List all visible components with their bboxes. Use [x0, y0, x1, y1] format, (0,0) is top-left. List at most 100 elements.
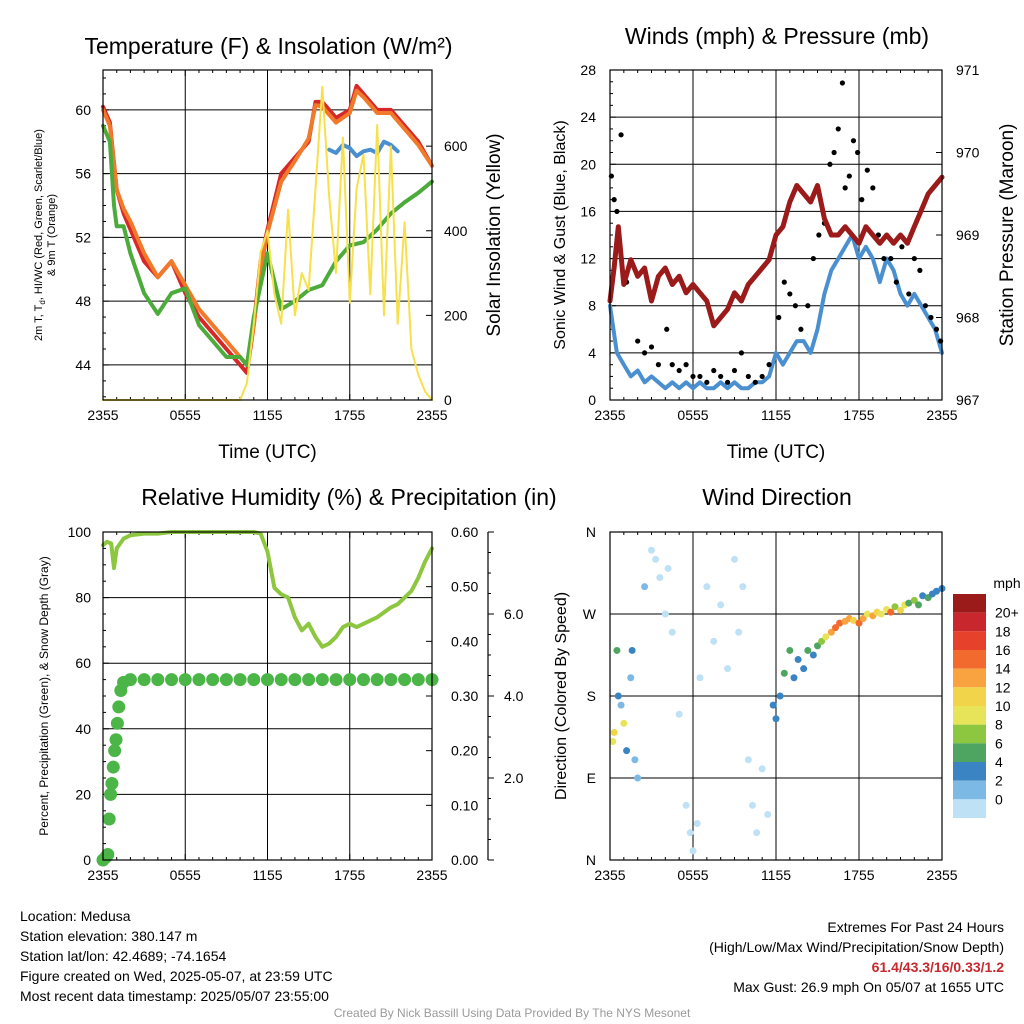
winds-chart-title: Winds (mph) & Pressure (mb) [625, 23, 929, 49]
y-tick-label: 24 [580, 109, 596, 125]
y2-axis-label: Solar Insolation (Yellow) [484, 133, 505, 336]
direction-point [814, 642, 821, 650]
colorbar-label: 20+ [995, 605, 1019, 621]
gust-point [922, 303, 929, 309]
y2-tick-label: 971 [956, 62, 980, 78]
y-tick-label: 0 [83, 852, 91, 868]
station-info: Location: Medusa Station elevation: 380.… [20, 906, 333, 1006]
precip-point [178, 673, 192, 687]
winds-series-line [608, 233, 944, 391]
direction-point [905, 599, 913, 607]
direction-point [682, 801, 690, 809]
precip-point [192, 673, 206, 687]
precip-point [104, 787, 118, 801]
y2-tick-label: 0 [444, 392, 452, 408]
gust-point [888, 255, 894, 262]
y-tick-label: 28 [580, 62, 596, 78]
precip-point [398, 673, 412, 687]
direction-point [758, 765, 766, 773]
direction-point [641, 583, 649, 591]
y2-tick-label: 969 [956, 227, 980, 243]
direction-point [897, 606, 904, 614]
direction-point [818, 637, 826, 645]
temperature-series-line [101, 123, 434, 367]
x-tick-label: 0555 [677, 407, 708, 423]
direction-point [753, 829, 761, 837]
direction-point [634, 774, 642, 782]
colorbar-swatch [953, 743, 986, 762]
x-tick-label: 1155 [761, 867, 791, 883]
y3-tick-label: 2.0 [504, 770, 524, 786]
gust-point [614, 208, 620, 215]
x-tick-label: 1155 [252, 407, 282, 423]
y2-axis-label: Station Pressure (Maroon) [997, 124, 1018, 347]
colorbar-label: 6 [995, 735, 1003, 751]
direction-point [859, 615, 867, 623]
x-tick-label: 2355 [926, 867, 957, 883]
credit-line: Created By Nick Bassill Using Data Provi… [333, 1006, 691, 1020]
direction-point [855, 619, 863, 627]
precip-point [206, 673, 220, 687]
gust-point [842, 185, 848, 191]
x-axis-label: Time (UTC) [727, 442, 826, 463]
direction-point [744, 756, 752, 764]
y-axis-label-line1: 2m T, T [33, 304, 45, 341]
precip-point [105, 776, 119, 790]
direction-point [656, 574, 664, 582]
y2-tick-label: 0.50 [451, 579, 478, 595]
x-axis-label: Time (UTC) [218, 442, 317, 463]
direction-point [919, 592, 927, 600]
x-tick-label: 0555 [170, 407, 201, 423]
colorbar-swatch [953, 687, 986, 706]
y2-tick-label: 968 [956, 310, 980, 326]
colorbar-label: 18 [995, 623, 1011, 639]
x-tick-label: 1755 [843, 867, 874, 883]
gust-point [738, 350, 745, 356]
y-tick-label: N [586, 524, 596, 540]
y2-tick-label: 600 [444, 138, 468, 154]
x-tick-label: 2355 [594, 407, 625, 423]
direction-point [717, 601, 725, 609]
direction-point [610, 728, 618, 736]
gust-point [781, 279, 787, 285]
precip-point [151, 673, 165, 687]
plot-frame [102, 531, 433, 861]
precip-point [315, 673, 329, 687]
direction-point [800, 665, 808, 673]
precip-point [101, 848, 115, 862]
direction-point [735, 628, 743, 636]
colorbar-swatch [953, 799, 986, 818]
precip-point [110, 716, 124, 730]
direction-point [696, 674, 704, 682]
gust-point [611, 197, 617, 203]
direction-point [686, 829, 694, 837]
gust-point [906, 291, 912, 297]
gust-point [655, 362, 662, 368]
gust-point [864, 167, 870, 173]
gust-point [635, 338, 641, 344]
y-tick-label: 60 [75, 655, 91, 671]
gust-point [776, 314, 782, 321]
y-axis-label-line1-rest: , HI/WC (Red, Green, Scarlet/Blue) [33, 129, 45, 300]
direction-point [831, 624, 839, 632]
direction-point [790, 674, 798, 682]
recent-data-text: Most recent data timestamp: 2025/05/07 2… [20, 988, 329, 1004]
y-tick-label: 80 [75, 590, 91, 606]
created-text: Figure created on Wed, 2025-05-07, at 23… [20, 968, 333, 984]
precip-point [370, 673, 384, 687]
gust-point [697, 373, 703, 380]
direction-point [693, 820, 701, 828]
direction-point [914, 601, 922, 609]
direction-point [620, 719, 628, 727]
colorbar-swatch [953, 668, 986, 688]
direction-point [661, 610, 669, 618]
direction-point [652, 555, 660, 563]
y-tick-label: 8 [588, 298, 596, 314]
direction-point [613, 646, 621, 654]
gust-point [752, 379, 758, 385]
precip-point [356, 673, 370, 687]
y-tick-label: 44 [75, 357, 91, 373]
y-tick-label: N [586, 852, 596, 868]
direction-point [764, 810, 772, 818]
